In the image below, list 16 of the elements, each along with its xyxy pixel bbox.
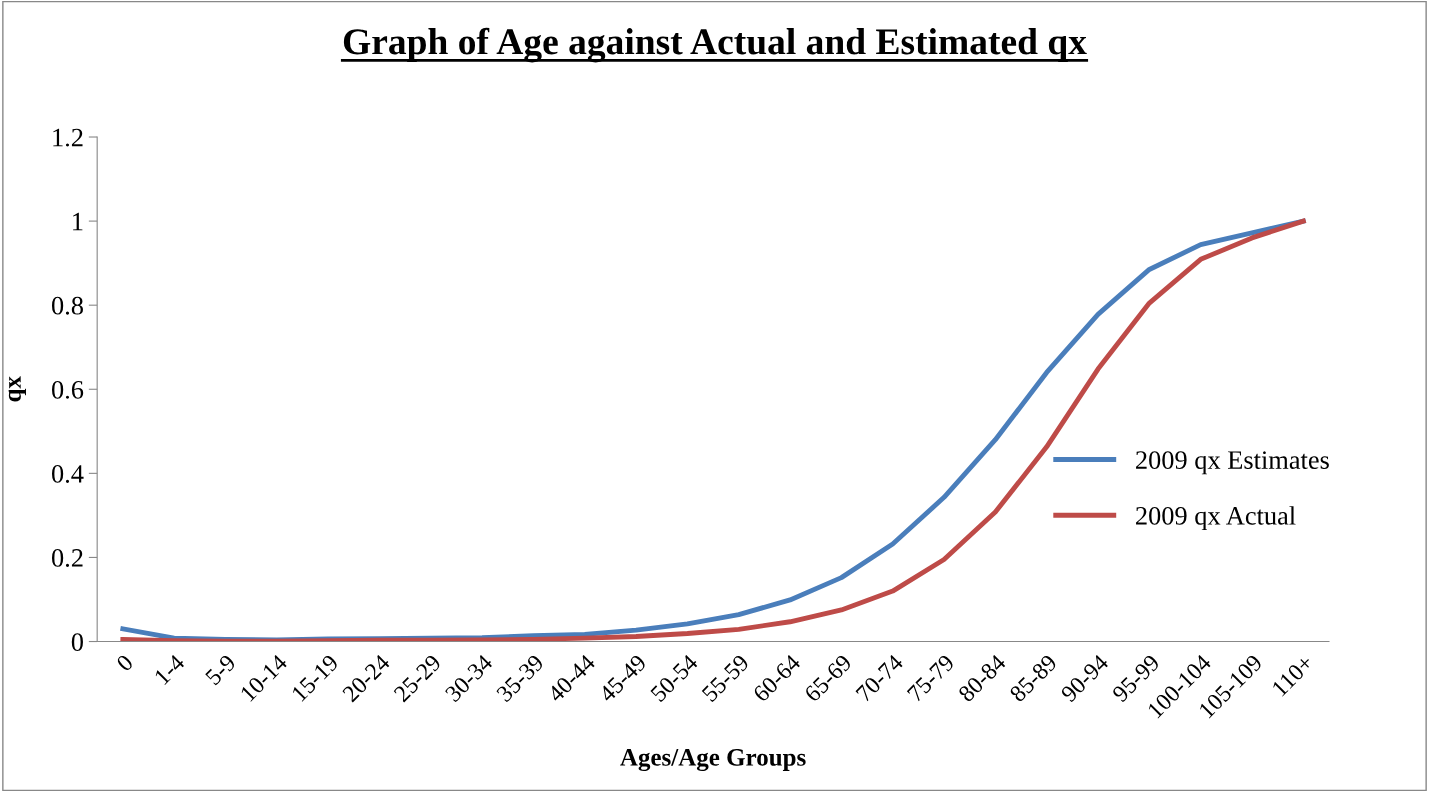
y-tick-label: 0.8 [52, 296, 83, 315]
x-tick-label: 110+ [1271, 653, 1315, 697]
chart-title: Graph of Age against Actual and Estimated qx [343, 27, 1087, 63]
x-tick-label: 1-4 [153, 653, 186, 685]
y-tick-label: 0.2 [52, 549, 83, 567]
y-tick-label: 0.4 [52, 464, 84, 483]
y-tick-label: 0.6 [52, 380, 84, 399]
y-tick-label: 0 [71, 633, 83, 651]
legend-label: 2009 qx Actual [1136, 506, 1296, 531]
x-tick-label: 5-9 [204, 653, 237, 686]
y-tick-label: 1 [73, 212, 83, 231]
legend-label: 2009 qx Estimates [1136, 451, 1329, 475]
y-axis-title: qx [8, 376, 26, 402]
x-axis-title: Ages/Age Groups [620, 749, 806, 772]
y-tick-label: 1.2 [53, 128, 83, 147]
x-tick-label: 0 [115, 653, 134, 673]
